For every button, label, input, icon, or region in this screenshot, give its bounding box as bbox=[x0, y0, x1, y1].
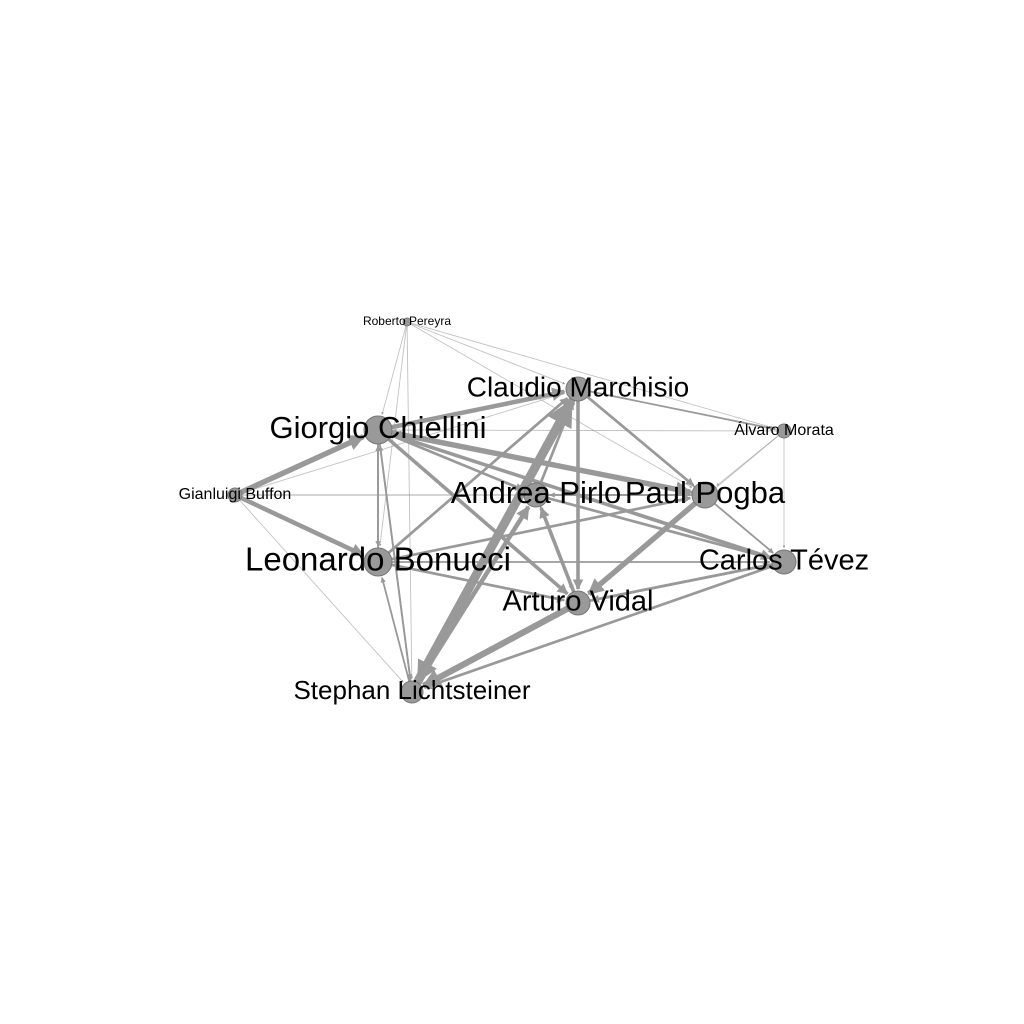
pass-edge-lichtsteiner-to-bonucci bbox=[380, 576, 411, 682]
pass-edge-chiellini-to-vidal bbox=[387, 437, 569, 596]
player-label-lichtsteiner: Stephan Lichtsteiner bbox=[293, 675, 530, 705]
pass-edge-pereyra-to-pogba bbox=[410, 323, 693, 488]
pass-edges bbox=[239, 322, 786, 690]
pass-edge-vidal-to-tevez bbox=[589, 562, 772, 603]
pass-edge-morata-to-chiellini bbox=[393, 428, 778, 432]
player-node-lichtsteiner bbox=[400, 680, 424, 704]
player-label-buffon: Gianluigi Buffon bbox=[179, 486, 292, 503]
player-label-tevez: Carlos Tévez bbox=[699, 545, 869, 577]
pass-edge-marchisio-to-tevez bbox=[586, 396, 774, 554]
player-label-pereyra: Roberto Pereyra bbox=[363, 314, 451, 328]
pass-edge-buffon-to-chiellini bbox=[240, 434, 365, 495]
player-node-pereyra bbox=[402, 317, 412, 327]
pass-edge-pereyra-to-marchisio bbox=[410, 323, 566, 385]
pass-edge-chiellini-to-marchisio bbox=[391, 387, 566, 430]
pass-edge-pogba-to-chiellini bbox=[392, 430, 693, 494]
pass-edge-pereyra-to-bonucci bbox=[378, 325, 407, 547]
player-node-buffon bbox=[227, 487, 243, 503]
pass-edge-pereyra-to-morata bbox=[410, 322, 776, 430]
pass-edge-tevez-to-lichtsteiner bbox=[423, 564, 774, 690]
pass-edge-bonucci-to-vidal bbox=[391, 563, 566, 603]
player-node-bonucci bbox=[363, 547, 393, 577]
player-label-vidal: Arturo Vidal bbox=[503, 586, 654, 618]
pass-edge-bonucci-to-pogba bbox=[391, 495, 692, 561]
player-node-pirlo bbox=[523, 482, 549, 508]
pass-edge-bonucci-to-marchisio bbox=[387, 397, 569, 554]
pass-edge-vidal-to-lichtsteiner bbox=[421, 605, 569, 689]
pass-edge-pereyra-to-lichtsteiner bbox=[406, 325, 414, 680]
pass-edge-chiellini-to-pirlo bbox=[390, 434, 524, 491]
player-label-pirlo: Andrea Pirlo bbox=[451, 475, 622, 510]
pass-edge-pirlo-to-tevez bbox=[547, 496, 772, 561]
pass-edge-buffon-to-marchisio bbox=[241, 392, 565, 494]
player-node-marchisio bbox=[565, 376, 591, 402]
pass-edge-marchisio-to-lichtsteiner bbox=[415, 397, 576, 683]
pass-edge-pereyra-to-chiellini bbox=[381, 325, 407, 415]
player-node-morata bbox=[776, 423, 792, 439]
pass-edge-marchisio-to-morata bbox=[589, 390, 776, 431]
player-label-morata: Álvaro Morata bbox=[734, 420, 834, 439]
player-label-bonucci: Leonardo Bonucci bbox=[245, 541, 511, 578]
player-label-pogba: Paul Pogba bbox=[625, 475, 786, 510]
pass-edge-buffon-to-lichtsteiner bbox=[239, 499, 404, 683]
player-node-chiellini bbox=[363, 415, 393, 445]
player-labels: Roberto Pereyra Claudio Marchisio Giorgio … bbox=[179, 314, 869, 705]
player-label-chiellini: Giorgio Chiellini bbox=[269, 410, 486, 445]
pass-edge-lichtsteiner-to-chiellini bbox=[378, 445, 412, 682]
player-label-marchisio: Claudio Marchisio bbox=[467, 371, 690, 402]
pass-edge-chiellini-to-tevez bbox=[390, 432, 772, 560]
player-nodes bbox=[227, 317, 797, 704]
player-node-vidal bbox=[565, 590, 591, 616]
pass-edge-morata-to-vidal bbox=[588, 435, 779, 595]
player-node-tevez bbox=[771, 549, 797, 575]
pass-edge-pirlo-to-vidal bbox=[539, 505, 574, 591]
pass-edge-buffon-to-bonucci bbox=[240, 495, 365, 558]
player-node-pogba bbox=[691, 481, 719, 509]
